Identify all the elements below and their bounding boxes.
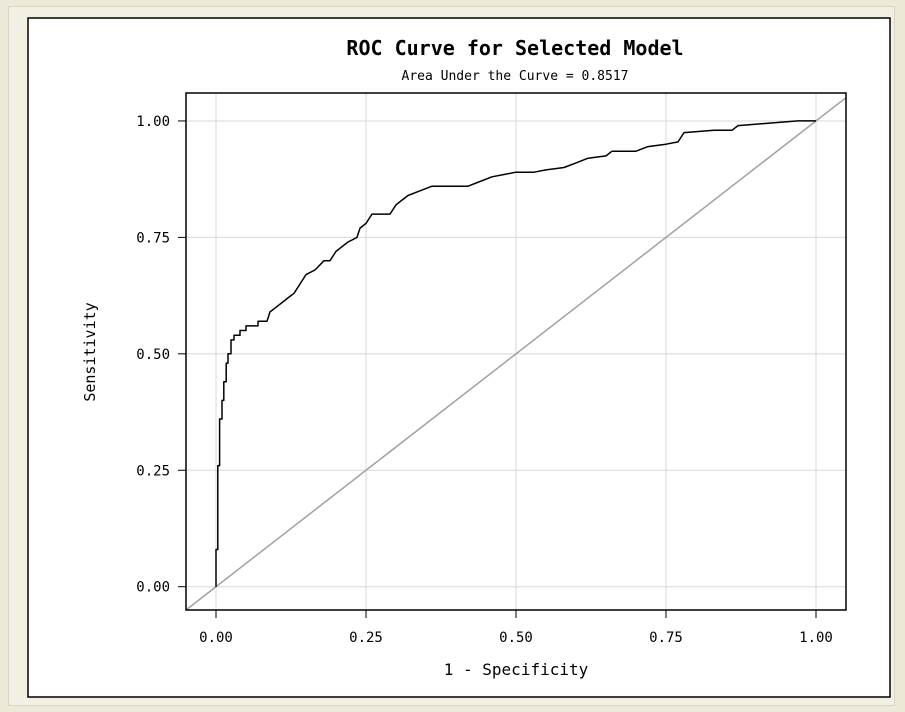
y-tick-label: 0.00 <box>136 580 170 596</box>
plot-area-frame <box>185 92 847 611</box>
y-tick-label: 0.50 <box>136 347 170 363</box>
grid-lines <box>186 93 846 610</box>
roc-curve-line <box>215 120 816 587</box>
y-tick-label: 0.25 <box>136 463 170 479</box>
y-tick-label: 0.75 <box>136 230 170 246</box>
x-tick-label: 0.25 <box>349 630 383 646</box>
reference-diagonal-line <box>185 97 847 611</box>
y-tick-label: 1.00 <box>136 114 170 130</box>
x-tick-label: 1.00 <box>799 630 833 646</box>
series-layer <box>185 97 847 611</box>
chart-subtitle: Area Under the Curve = 0.8517 <box>402 69 629 84</box>
chart-background <box>27 17 891 698</box>
x-tick-label: 0.50 <box>499 630 533 646</box>
y-axis-label: Sensitivity <box>81 302 99 401</box>
x-tick-label: 0.00 <box>199 630 233 646</box>
chart-title: ROC Curve for Selected Model <box>346 36 683 60</box>
x-tick-label: 0.75 <box>649 630 683 646</box>
x-axis-label: 1 - Specificity <box>444 660 589 679</box>
axes: 0.00 0.25 0.50 0.75 1.00 0.00 0.25 0.50 0.75 1.00 <box>136 114 833 646</box>
